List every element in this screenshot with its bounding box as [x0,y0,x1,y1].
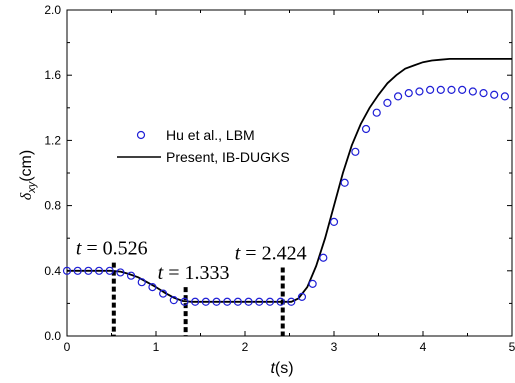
data-point [84,266,93,275]
axis-tick-labels: 0 1 2 3 4 5 0.0 0.4 0.8 1.2 1.6 2.0 [44,3,515,354]
y-tick-label: 0.8 [44,199,61,213]
data-point [500,92,509,101]
svg-text:δxy(cm): δxy(cm) [18,150,38,200]
y-axis-title-symbol: δ [18,192,35,200]
annotation-label-t: t [158,262,164,284]
y-tick-label: 2.0 [44,3,61,17]
y-tick-label: 1.6 [44,68,61,82]
data-point [287,297,296,306]
y-axis-title-rest: (cm) [18,150,35,182]
series-line-path [67,58,512,303]
data-point [255,297,264,306]
data-point [94,266,104,275]
series-hu-lbm [62,85,509,306]
data-point [180,297,189,306]
data-point [351,147,360,156]
data-point [415,87,424,96]
annotation-label-value: = 0.526 [81,238,147,260]
annotation-label-value: = 1.333 [163,262,229,284]
data-point [426,85,435,94]
legend-label-present: Present, IB-DUGKS [166,149,290,165]
data-point [276,297,285,306]
data-point [468,87,477,96]
x-tick-label: 4 [420,340,427,354]
x-tick-label: 5 [509,340,515,354]
data-point [265,297,275,306]
data-point [361,124,371,134]
annotation-label: t = 2.424 [235,243,307,265]
data-point [297,292,307,301]
data-point [383,98,392,108]
data-point [223,297,232,306]
data-point [458,85,467,94]
data-point [393,92,403,101]
data-point [319,253,328,262]
data-point [340,178,349,187]
legend: Hu et al., LBM Present, IB-DUGKS [117,127,290,165]
y-tick-label: 1.2 [44,133,61,147]
data-point [126,271,136,280]
annotation-label: t = 0.526 [76,238,148,260]
legend-marker-hu-lbm [136,130,146,140]
data-point [191,297,200,306]
data-point [404,89,413,98]
annotation-label-t: t [235,243,241,265]
y-tick-label: 0.4 [44,264,61,278]
data-point [148,283,157,292]
data-point [244,297,253,306]
data-point [116,268,125,277]
data-point [105,266,114,275]
x-tick-label: 0 [64,340,71,354]
data-point [62,266,72,275]
annotation-label-t: t [76,238,82,260]
annotation-label-value: = 2.424 [240,243,306,265]
data-point [447,85,456,94]
series-present-ib-dugks [67,58,512,303]
data-point [137,278,146,287]
x-tick-label: 1 [153,340,160,354]
legend-label-hu-lbm: Hu et al., LBM [166,127,255,143]
axis-ticks [66,9,513,337]
data-point [308,279,317,288]
data-point [212,297,221,306]
data-point [159,289,168,298]
data-point [436,85,445,94]
x-tick-label: 3 [331,340,338,354]
data-point [201,297,210,306]
y-axis-title-sub: xy [26,180,38,194]
x-tick-label: 2 [242,340,249,354]
data-point [479,89,488,98]
x-axis-title-italic: t [270,360,275,377]
data-point [233,297,242,306]
y-axis-title: δxy(cm) [18,150,38,200]
y-tick-label: 0.0 [44,329,61,343]
data-point [329,217,339,226]
data-point [169,296,178,305]
data-point [73,266,82,275]
x-axis-title: t(s) [270,360,293,377]
data-point [372,108,381,117]
x-axis-title-rest: (s) [275,360,294,377]
annotation-label: t = 1.333 [158,262,230,284]
data-point [490,90,499,99]
